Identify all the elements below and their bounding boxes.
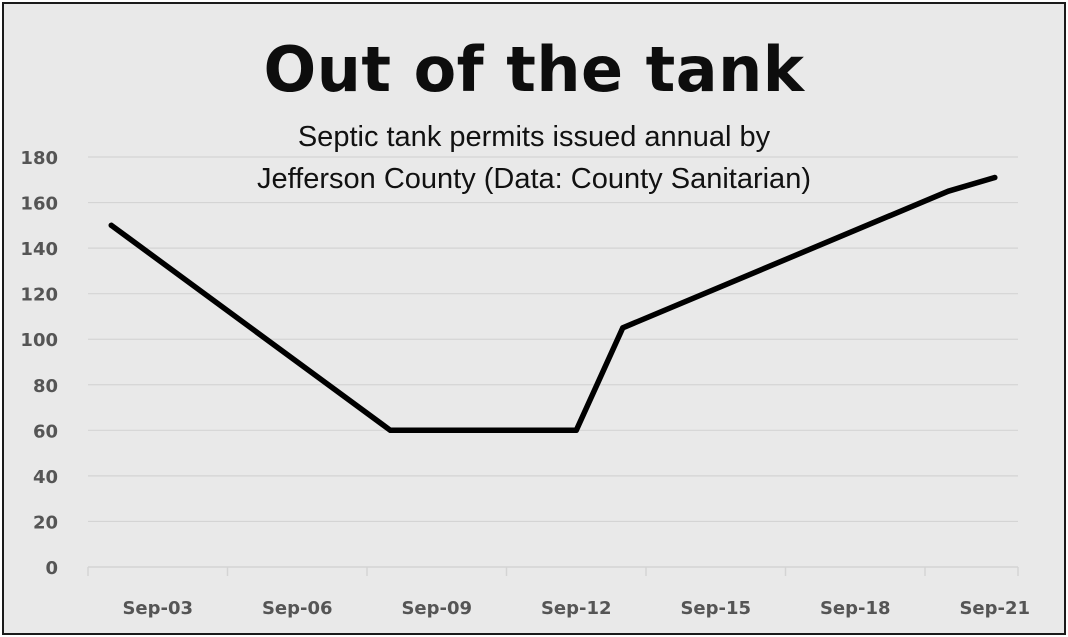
x-tick-label: Sep-03 [122,598,193,619]
chart-subtitle: Septic tank permits issued annual by Jef… [4,116,1064,200]
y-tick-label: 80 [33,376,58,397]
data-point-Sep-21 [992,174,998,181]
series-line [108,174,998,434]
data-point-Sep-12 [573,427,579,433]
x-tick-label: Sep-06 [262,598,333,619]
data-point-Sep-20 [945,188,951,194]
x-tick-label: Sep-15 [680,598,751,619]
x-tick-label: Sep-12 [541,598,612,619]
y-tick-label: 140 [20,239,58,260]
data-point-Sep-08 [387,427,393,433]
y-tick-label: 0 [45,558,58,579]
chart-subtitle-line-1: Septic tank permits issued annual by [297,121,771,153]
chart-subtitle-line-2: Jefferson County (Data: County Sanitaria… [257,163,811,195]
y-tick-label: 100 [20,330,58,351]
x-tick-label: Sep-09 [401,598,472,619]
gridlines [88,156,1018,523]
y-tick-label: 60 [33,421,58,442]
x-axis: Sep-03 Sep-06 Sep-09 Sep-12 Sep-15 Sep-18 Sep-… [87,566,1030,619]
y-tick-label: 180 [20,148,58,169]
y-axis: 0 20 40 60 80 100 120 140 160 180 [20,148,58,579]
data-point-Sep-02 [108,222,114,228]
x-tick-label: Sep-21 [959,598,1030,619]
y-tick-label: 120 [20,285,58,306]
y-tick-label: 20 [33,512,58,533]
y-tick-label: 40 [33,467,58,488]
chart-title: Out of the tank [263,33,805,106]
series-layer [108,174,998,434]
data-point-Sep-13 [620,325,626,331]
y-tick-label: 160 [20,194,58,215]
x-tick-label: Sep-18 [820,598,891,619]
